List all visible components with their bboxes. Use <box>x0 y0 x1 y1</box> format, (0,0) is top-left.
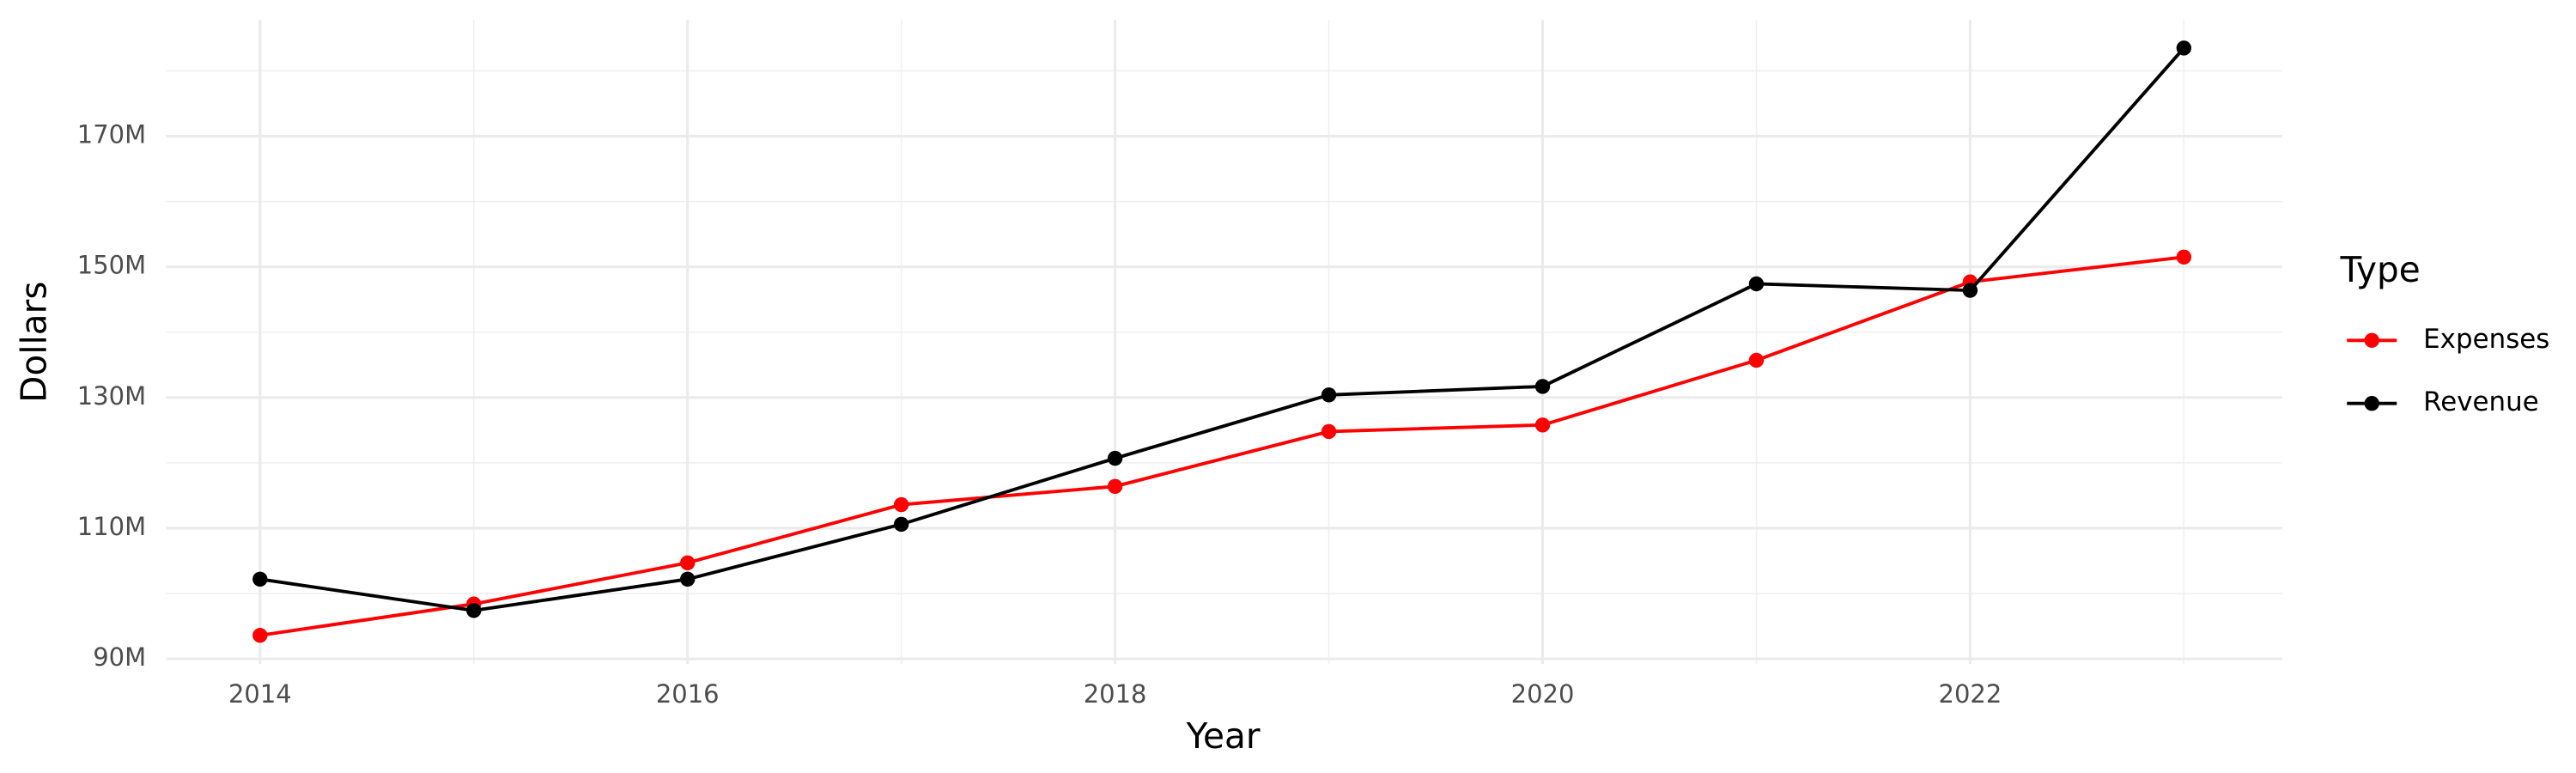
data-point <box>1962 283 1978 298</box>
x-tick-label: 2018 <box>1084 679 1147 709</box>
data-point <box>1534 379 1551 394</box>
x-tick-label: 2020 <box>1511 679 1575 709</box>
data-point <box>1534 417 1551 433</box>
x-axis-title: Year <box>1186 715 1261 757</box>
legend-title: Type <box>2340 249 2421 290</box>
data-point <box>1321 387 1337 403</box>
data-point <box>2176 249 2192 265</box>
data-point <box>893 496 909 513</box>
y-tick-label: 150M <box>77 251 146 280</box>
x-tick-label: 2022 <box>1939 679 2002 709</box>
x-tick-label: 2016 <box>656 679 720 709</box>
y-tick-label: 130M <box>77 381 146 411</box>
data-point <box>893 516 909 533</box>
y-tick-label: 110M <box>77 512 146 541</box>
data-point <box>1321 423 1337 440</box>
data-point <box>252 628 268 643</box>
data-point <box>1107 478 1123 494</box>
legend-label: Expenses <box>2423 324 2549 355</box>
series-line <box>259 46 2185 612</box>
legend-key-point <box>2364 332 2379 348</box>
data-point <box>466 603 482 618</box>
data-point <box>680 571 696 587</box>
data-point <box>2176 40 2192 56</box>
data-point <box>252 571 268 587</box>
legend-label: Revenue <box>2423 386 2539 417</box>
legend-key-point <box>2364 396 2379 411</box>
x-tick-label: 2014 <box>228 679 292 709</box>
y-axis-title: Dollars <box>14 282 55 403</box>
data-point <box>1748 352 1765 368</box>
data-point <box>680 555 696 570</box>
series-line <box>259 255 2184 637</box>
y-tick-label: 170M <box>77 120 146 149</box>
data-point <box>1748 276 1765 292</box>
y-tick-label: 90M <box>93 642 146 672</box>
data-point <box>1107 450 1123 466</box>
